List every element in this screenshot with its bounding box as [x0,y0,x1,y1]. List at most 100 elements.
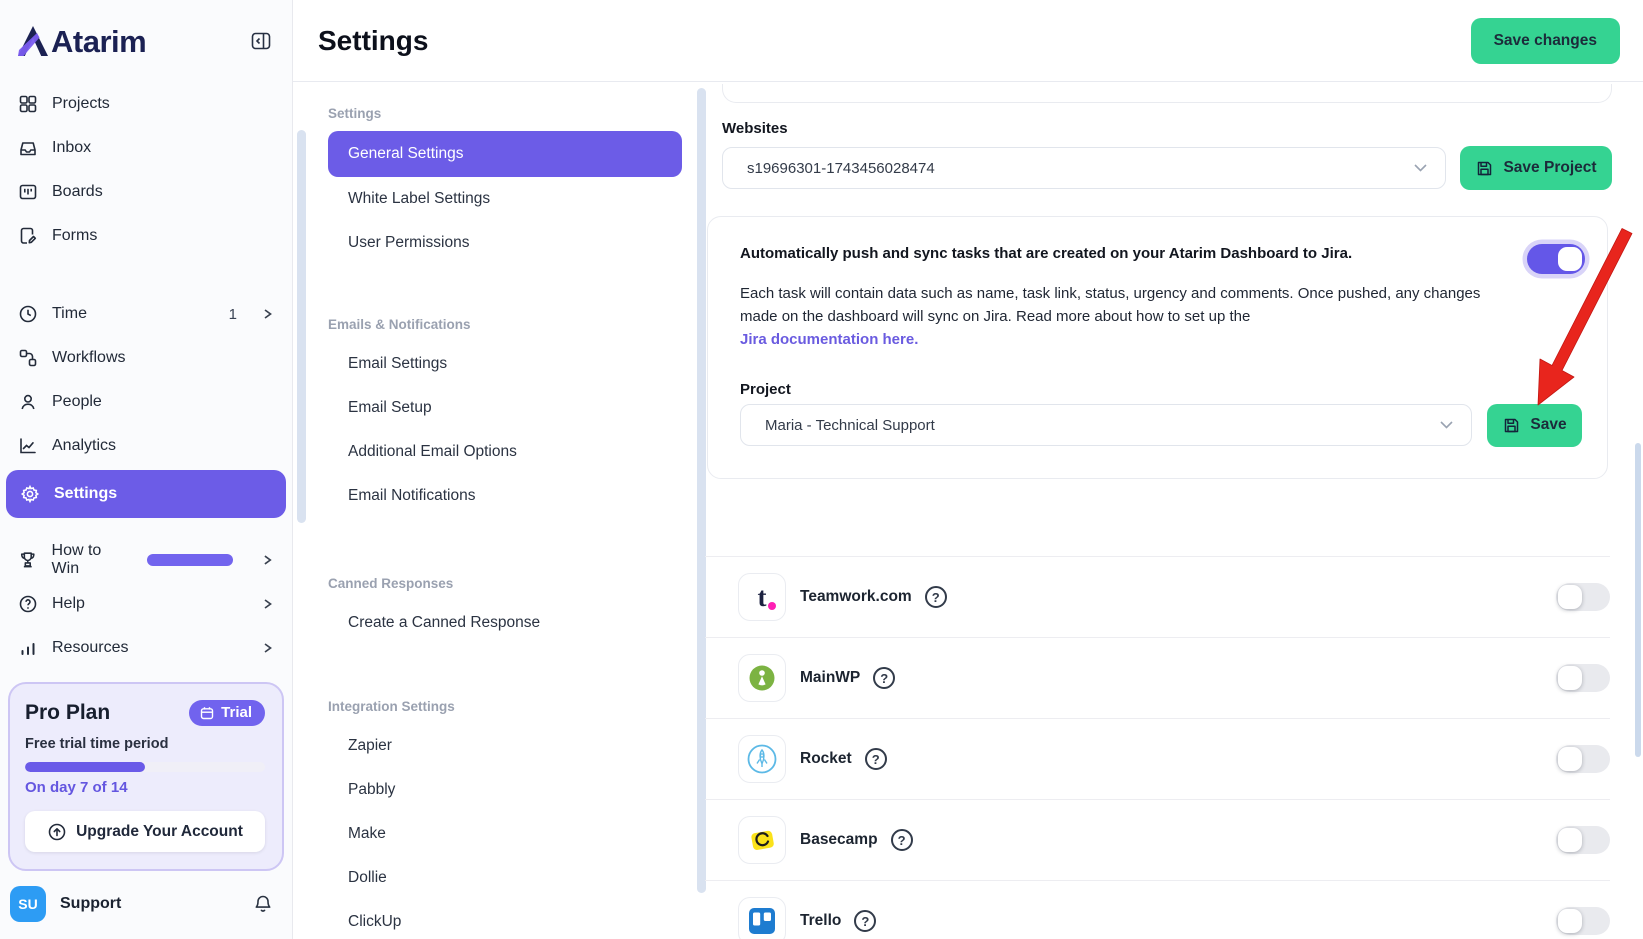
page-title: Settings [318,24,429,56]
collapse-sidebar-icon [251,32,271,50]
rocket-logo [738,735,786,783]
trello-toggle[interactable] [1556,907,1610,935]
sidebar-item-resources[interactable]: Resources [0,626,292,670]
jira-documentation-link[interactable]: Jira documentation here. [740,331,919,348]
sidebar-item-analytics[interactable]: Analytics [0,424,292,468]
jira-sync-toggle[interactable] [1527,244,1585,274]
subnav-section-settings: Settings General Settings White Label Se… [293,106,705,265]
rocket-toggle[interactable] [1556,745,1610,773]
help-question-icon[interactable] [854,910,877,932]
brand-name: Atarim [51,24,147,59]
subnav-section-emails: Emails & Notifications Email Settings Em… [293,317,705,518]
sidebar-scrollbar[interactable] [297,130,306,523]
toggle-knob [1558,828,1582,852]
section-label: Emails & Notifications [328,317,471,332]
sidebar-item-settings[interactable]: Settings [6,470,286,518]
sidebar-item-label: Projects [52,95,110,112]
sidebar: Atarim Projects [0,0,293,939]
integration-row-basecamp: Basecamp [705,799,1610,880]
sidebar-item-help[interactable]: Help [0,582,292,626]
subnav-item-zapier[interactable]: Zapier [348,737,392,754]
help-question-icon[interactable] [890,829,913,851]
sidebar-item-projects[interactable]: Projects [0,82,292,126]
integration-row-mainwp: MainWP [705,637,1610,718]
trial-badge: Trial [189,700,265,726]
sidebar-item-label: Boards [52,183,103,200]
project-select[interactable]: Maria - Technical Support [740,404,1472,446]
subnav-item-email-setup[interactable]: Email Setup [348,399,432,416]
sidebar-item-label: Settings [54,485,118,502]
plan-title: Pro Plan [25,701,111,724]
sidebar-item-workflows[interactable]: Workflows [0,336,292,380]
sidebar-item-time[interactable]: Time 1 [0,292,292,336]
sidebar-item-label: Help [52,595,85,612]
sidebar-item-forms[interactable]: Forms [0,214,292,258]
atarim-logo[interactable]: Atarim [16,24,147,59]
page-header: Settings Save changes [293,0,1643,82]
subnav-item-user-permissions[interactable]: User Permissions [348,234,470,251]
save-project-button[interactable]: Save Project [1460,146,1612,190]
save-changes-button[interactable]: Save changes [1470,17,1620,64]
subnav-item-email-notifications[interactable]: Email Notifications [348,487,476,504]
gear-icon [20,484,40,504]
websites-select[interactable]: s19696301-1743456028474 [722,147,1446,189]
sidebar-item-label: People [52,393,102,410]
subnav-section-canned-responses: Canned Responses Create a Canned Respons… [293,576,705,645]
subnav-item-email-settings[interactable]: Email Settings [348,355,448,372]
help-question-icon[interactable] [864,748,887,770]
subnav-item-pabbly[interactable]: Pabbly [348,781,396,798]
teamwork-toggle[interactable] [1556,583,1610,611]
bell-icon[interactable] [252,893,274,916]
help-question-icon[interactable] [873,667,896,689]
trial-day-label: On day 7 of 14 [25,779,128,796]
basecamp-toggle[interactable] [1556,826,1610,854]
upgrade-button-label: Upgrade Your Account [76,822,243,840]
atarim-logo-mark [18,26,48,56]
sidebar-item-label: Time [52,305,87,322]
integration-name: MainWP [800,669,861,686]
subnav-item-clickup[interactable]: ClickUp [348,913,402,930]
save-project-label: Save Project [1503,159,1597,176]
subnav-item-dollie[interactable]: Dollie [348,869,387,886]
toggle-knob [1558,666,1582,690]
project-select-value: Maria - Technical Support [765,416,935,434]
toggle-knob [1558,585,1582,609]
subnav-item-general-settings[interactable]: General Settings [328,131,682,177]
sidebar-collapse-button[interactable] [248,28,274,54]
integration-row-trello: Trello [705,880,1610,939]
teamwork-logo: t [738,573,786,621]
sidebar-item-how-to-win[interactable]: How to Win [0,538,292,582]
chevron-down-icon [1440,421,1453,429]
mainwp-toggle[interactable] [1556,664,1610,692]
toggle-knob [1558,909,1582,933]
integration-row-rocket: Rocket [705,718,1610,799]
kanban-board-icon [19,184,37,200]
support-row: SU Support [0,886,292,922]
sidebar-item-inbox[interactable]: Inbox [0,126,292,170]
subnav-item-additional-email-options[interactable]: Additional Email Options [348,443,517,460]
mainwp-logo [738,654,786,702]
calendar-icon [200,706,214,719]
jira-sync-card: Automatically push and sync tasks that a… [707,216,1608,479]
sidebar-item-people[interactable]: People [0,380,292,424]
help-question-icon[interactable] [924,586,947,608]
subnav-item-create-canned-response[interactable]: Create a Canned Response [348,614,541,631]
toggle-knob [1558,247,1582,271]
project-label: Project [740,380,791,398]
bar-chart-icon [21,643,35,655]
subnav-item-make[interactable]: Make [348,825,386,842]
subnav-scrollbar[interactable] [697,88,706,893]
subnav-item-white-label-settings[interactable]: White Label Settings [348,190,491,207]
previous-card-edge [722,84,1612,103]
sidebar-item-boards[interactable]: Boards [0,170,292,214]
save-jira-project-button[interactable]: Save [1487,403,1582,447]
integration-row-teamwork: t Teamwork.com [705,556,1610,637]
pro-plan-card: Pro Plan Trial Free trial time period On… [8,682,284,871]
integrations-list: t Teamwork.com [705,556,1610,939]
trial-progress-bar [25,762,265,772]
chart-line-icon [20,438,36,454]
upgrade-account-button[interactable]: Upgrade Your Account [25,811,265,852]
avatar[interactable]: SU [10,886,46,922]
content-scrollbar[interactable] [1635,443,1641,757]
save-disk-icon [1478,161,1492,175]
